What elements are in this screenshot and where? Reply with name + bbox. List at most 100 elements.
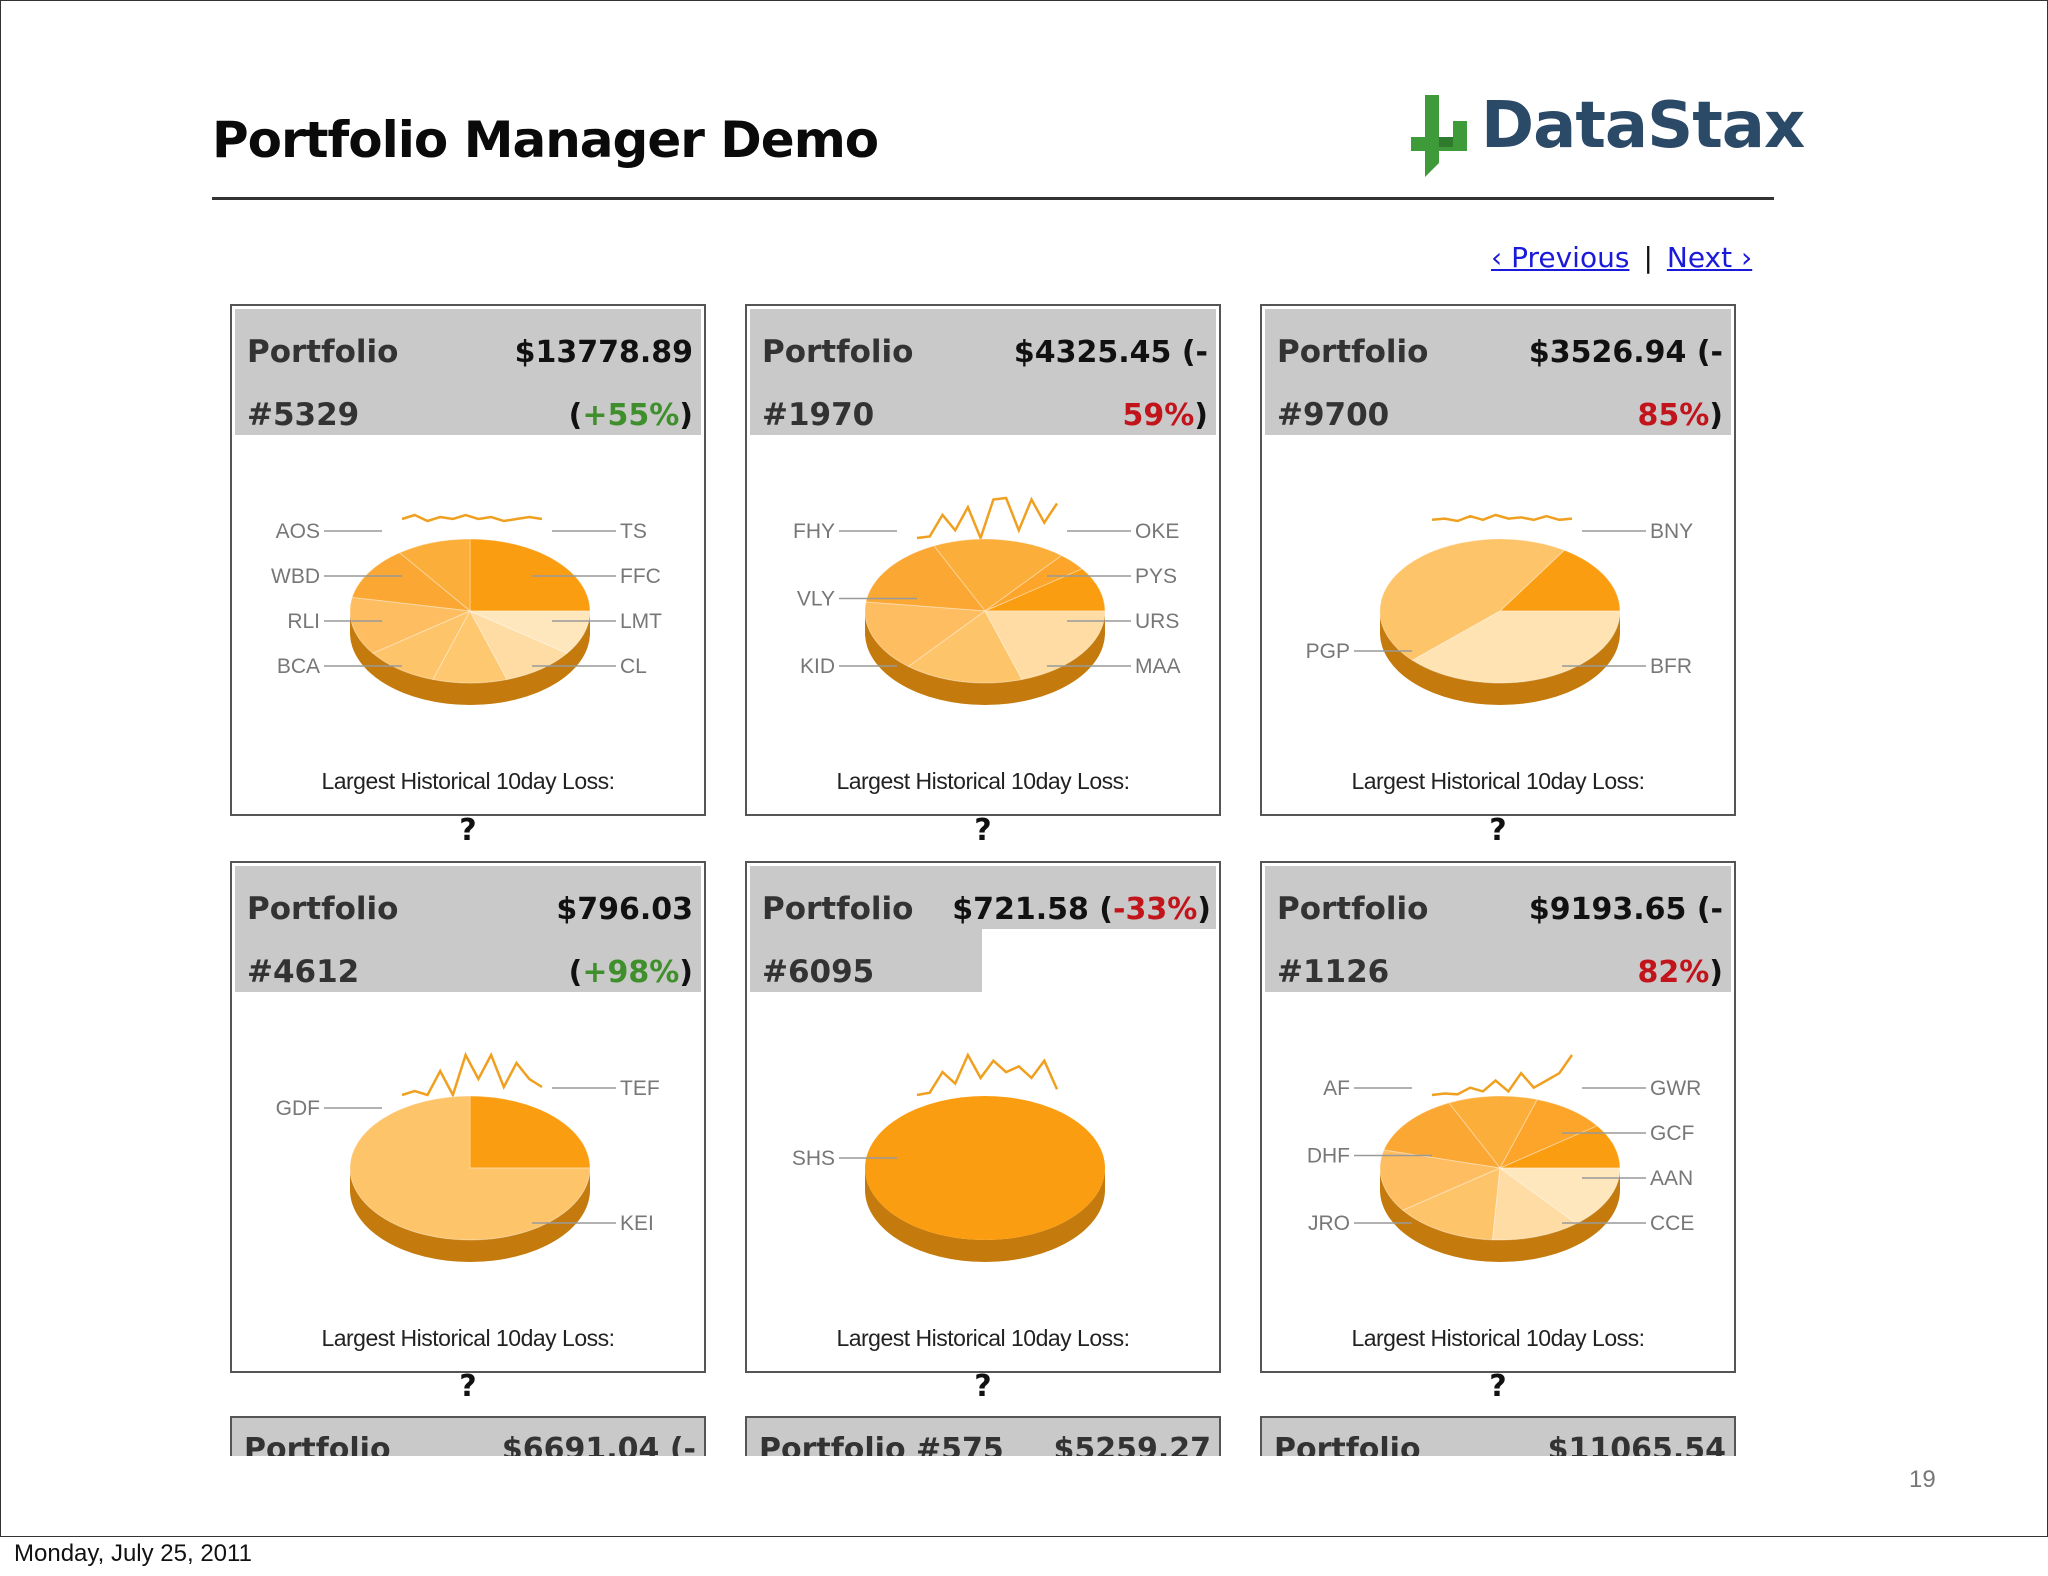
ticker-label: JRO xyxy=(1308,1212,1350,1235)
pie-slice xyxy=(349,596,472,654)
pie-slice xyxy=(984,568,1106,612)
ticker-label: GWR xyxy=(1650,1077,1701,1100)
portfolio-header-value-bg xyxy=(982,866,1216,929)
ticker-label: BFR xyxy=(1650,655,1692,678)
loss-label: Largest Historical 10day Loss: xyxy=(836,768,1130,794)
slide-footer-mask xyxy=(1,1456,2047,1536)
pie-slice xyxy=(1498,549,1621,612)
pie-slice xyxy=(907,610,1023,684)
pie-slice xyxy=(349,1095,591,1241)
portfolio-value: $3526.94 (- 85%) xyxy=(1528,335,1723,433)
portfolio-id: Portfolio #575 xyxy=(759,1432,1004,1456)
loss-value: ? xyxy=(974,813,992,848)
portfolio-card[interactable]: Portfolio #1126 $9193.65 (- 82%) AF DHF JRO G… xyxy=(1260,861,1736,1373)
loss-value: ? xyxy=(459,813,477,848)
pie-rim xyxy=(350,1168,590,1262)
ticker-label: CCE xyxy=(1650,1212,1694,1235)
pie-slice xyxy=(1379,538,1566,661)
portfolio-card[interactable]: Portfolio #1970 $4325.45 (- 59%) FHY VLY KID… xyxy=(745,304,1221,816)
ticker-label: WBD xyxy=(271,565,320,588)
pie-rim xyxy=(865,611,1105,705)
pie-slice xyxy=(351,552,472,612)
loss-value: ? xyxy=(1489,1369,1507,1404)
pie-slice xyxy=(432,609,508,684)
pie-slice xyxy=(469,1095,591,1169)
previous-link[interactable]: ‹ Previous xyxy=(1491,241,1630,274)
ticker-label: PYS xyxy=(1135,565,1177,588)
portfolio-value: $796.03 (+98%) xyxy=(556,892,693,990)
ticker-label: LMT xyxy=(620,610,662,633)
portfolio-value: $6691.04 (- xyxy=(501,1432,696,1456)
portfolio-card-partial[interactable]: Portfolio $11065.54 xyxy=(1260,1416,1736,1456)
loss-value: ? xyxy=(1489,813,1507,848)
portfolio-value: $11065.54 xyxy=(1547,1432,1726,1456)
ticker-label: KID xyxy=(800,655,835,678)
portfolio-header: Portfolio #1126 $9193.65 (- 82%) xyxy=(1265,866,1731,992)
portfolio-value: $4325.45 (- 59%) xyxy=(1013,335,1208,433)
ticker-label: AOS xyxy=(276,520,320,543)
portfolio-change: +55% xyxy=(582,398,680,433)
loss-value: ? xyxy=(459,1369,477,1404)
datastax-logo: DataStax xyxy=(1409,89,1805,179)
pie-slice xyxy=(865,1096,1105,1240)
ticker-label: OKE xyxy=(1135,520,1179,543)
ticker-label: TEF xyxy=(620,1077,660,1100)
ticker-label: PGP xyxy=(1306,640,1350,663)
ticker-label: BNY xyxy=(1650,520,1693,543)
pager-separator: | xyxy=(1643,241,1653,274)
sparkline xyxy=(916,496,1059,542)
portfolio-card[interactable]: Portfolio #9700 $3526.94 (- 85%) PGP BNY BFR… xyxy=(1260,304,1736,816)
page-number: 19 xyxy=(1909,1466,1936,1493)
loss-label: Largest Historical 10day Loss: xyxy=(836,1325,1130,1351)
portfolio-change: +98% xyxy=(582,955,680,990)
pie-slice xyxy=(1401,1167,1501,1241)
pie-slice xyxy=(984,610,1106,681)
ticker-label: GCF xyxy=(1650,1122,1694,1145)
portfolio-value: $9193.65 (- 82%) xyxy=(1528,892,1723,990)
pie-slice xyxy=(1498,1167,1621,1225)
pie-slice xyxy=(1383,1102,1502,1169)
ticker-label: GDF xyxy=(276,1097,320,1120)
ticker-label: AF xyxy=(1323,1077,1350,1100)
portfolio-card[interactable]: Portfolio #6095 $721.58 (-33%) SHS Larges… xyxy=(745,861,1221,1373)
portfolio-card-partial[interactable]: Portfolio $6691.04 (- xyxy=(230,1416,706,1456)
pie-slice xyxy=(371,609,472,681)
portfolio-chart: AOS WBD RLI BCA TS FFC LMT CL xyxy=(271,513,662,705)
pie-rim xyxy=(865,1168,1105,1262)
datastax-logo-text: DataStax xyxy=(1481,89,1805,163)
next-link[interactable]: Next › xyxy=(1666,241,1753,274)
pie-slice xyxy=(865,545,987,612)
pie-rim xyxy=(1380,1168,1620,1262)
portfolio-change: 59% xyxy=(1122,398,1195,433)
portfolio-change: 85% xyxy=(1637,398,1710,433)
pie-slice xyxy=(468,609,569,681)
portfolio-id: Portfolio #1126 xyxy=(1277,891,1429,990)
ticker-label: TS xyxy=(620,520,647,543)
portfolio-header: Portfolio #1970 $4325.45 (- 59%) xyxy=(750,309,1216,435)
pie-slice xyxy=(398,538,471,613)
sparkline xyxy=(401,513,543,523)
portfolio-value: $5259.27 xyxy=(1053,1432,1211,1456)
ticker-label: URS xyxy=(1135,610,1179,633)
pie-slice xyxy=(933,538,1063,612)
portfolio-card[interactable]: Portfolio #5329 $13778.89 (+55%) AOS WBD RLI… xyxy=(230,304,706,816)
pie-slice xyxy=(984,554,1084,612)
portfolio-chart: AF DHF JRO GWR GCF AAN CCE xyxy=(1307,1054,1701,1262)
pie-rim xyxy=(1380,611,1620,705)
pie-slice xyxy=(469,538,591,612)
datastax-logo-icon xyxy=(1411,95,1467,177)
portfolio-id: Portfolio #5329 xyxy=(247,334,399,433)
portfolio-change: 82% xyxy=(1637,955,1710,990)
portfolio-card[interactable]: Portfolio #4612 $796.03 (+98%) GDF TEF KEI L… xyxy=(230,861,706,1373)
loss-label: Largest Historical 10day Loss: xyxy=(1351,1325,1645,1351)
portfolio-value: $13778.89 (+55%) xyxy=(514,335,693,433)
portfolio-card-partial[interactable]: Portfolio #575 $5259.27 xyxy=(745,1416,1221,1456)
date-footer: Monday, July 25, 2011 xyxy=(14,1540,252,1567)
portfolio-value: $721.58 (-33%) xyxy=(952,892,1211,927)
ticker-label: CL xyxy=(620,655,647,678)
loss-label: Largest Historical 10day Loss: xyxy=(1351,768,1645,794)
portfolio-id: Portfolio #6095 xyxy=(762,891,914,990)
loss-label: Largest Historical 10day Loss: xyxy=(321,1325,615,1351)
ticker-label: KEI xyxy=(620,1212,654,1235)
sparkline xyxy=(401,1051,543,1099)
